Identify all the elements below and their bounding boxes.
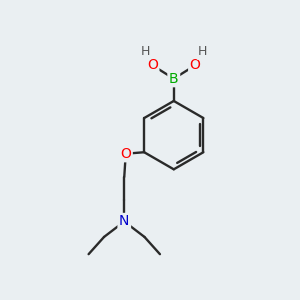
Text: H: H <box>198 45 207 58</box>
Text: O: O <box>147 58 158 72</box>
Text: O: O <box>120 147 131 161</box>
Text: H: H <box>140 45 150 58</box>
Text: B: B <box>169 72 178 86</box>
Text: O: O <box>190 58 201 72</box>
Text: N: N <box>119 214 130 229</box>
